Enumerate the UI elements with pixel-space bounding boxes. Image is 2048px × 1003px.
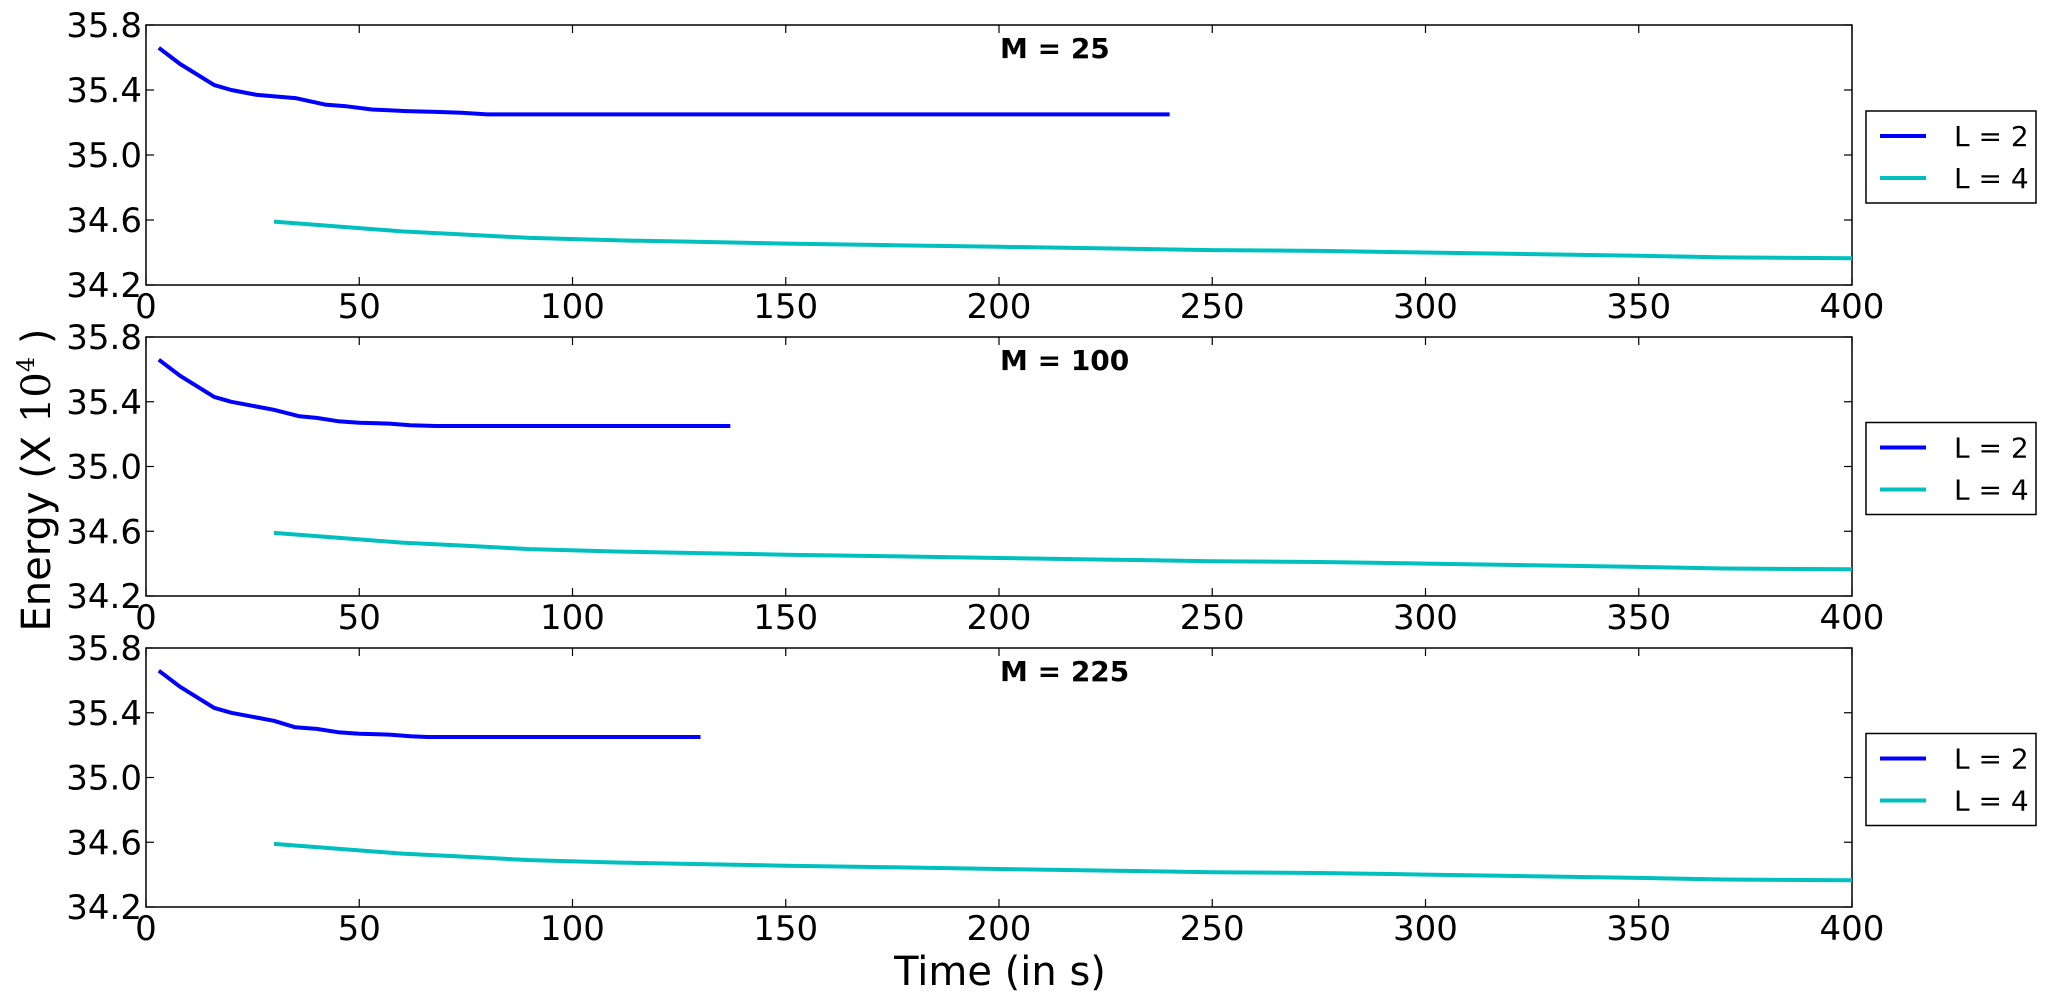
y-tick-label: 35.0: [66, 448, 142, 488]
chart-panel: 0 50 100 150 200 250 300 350 400 34.2 34.6 35.0 35.4…: [66, 318, 2037, 638]
x-tick-label: 0: [135, 909, 157, 949]
x-axis-title: Time (in s): [893, 949, 1106, 995]
y-tick-label: 34.6: [66, 512, 142, 552]
x-tick-label: 150: [753, 909, 818, 949]
y-tick-label: 34.2: [66, 577, 142, 617]
x-tick-label: 50: [338, 287, 381, 327]
x-tick-label: 100: [540, 287, 605, 327]
series-line: [157, 358, 731, 428]
y-tick-label: 35.0: [66, 136, 142, 176]
legend-label: L = 2: [1954, 432, 2029, 465]
x-tick-label: 200: [967, 287, 1032, 327]
series-line: [273, 219, 1853, 261]
y-tick-label: 34.6: [66, 201, 142, 241]
y-tick-label: 35.8: [66, 629, 142, 669]
x-tick-label: 150: [753, 598, 818, 638]
panel-title: M = 100: [1000, 344, 1129, 377]
y-tick-label: 35.0: [66, 759, 142, 799]
series-line: [273, 841, 1853, 883]
y-tick-label: 35.4: [66, 383, 142, 423]
x-tick-label: 100: [540, 598, 605, 638]
x-tick-label: 350: [1606, 287, 1671, 327]
y-axis-title-exponent: 4: [12, 357, 40, 372]
legend-label: L = 4: [1954, 162, 2029, 195]
chart-panel: 0 50 100 150 200 250 300 350 400 34.2 34.6 35.0 35.4…: [66, 6, 2037, 327]
x-tick-label: 300: [1393, 909, 1458, 949]
y-tick-label: 34.2: [66, 888, 142, 928]
x-tick-label: 400: [1820, 909, 1885, 949]
legend-box: [1865, 110, 2037, 204]
series-line: [157, 669, 701, 739]
panel-title: M = 25: [1000, 32, 1110, 65]
x-tick-label: 400: [1820, 287, 1885, 327]
x-tick-label: 250: [1180, 909, 1245, 949]
x-tick-label: 300: [1393, 598, 1458, 638]
x-tick-label: 50: [338, 909, 381, 949]
legend-box: [1865, 732, 2037, 827]
x-tick-label: 50: [338, 598, 381, 638]
x-tick-label: 250: [1180, 598, 1245, 638]
x-tick-label: 100: [540, 909, 605, 949]
x-tick-label: 350: [1606, 598, 1671, 638]
y-tick-label: 35.4: [66, 694, 142, 734]
chart-panel: 0 50 100 150 200 250 300 350 400 34.2 34.6 35.0 35.4…: [66, 629, 2037, 949]
x-tick-label: 150: [753, 287, 818, 327]
y-axis-title-prefix: Energy (X: [14, 423, 60, 631]
legend-label: L = 2: [1954, 120, 2029, 153]
legend-label: L = 4: [1954, 474, 2029, 507]
legend: L = 2 L = 4: [1865, 732, 2037, 827]
legend-label: L = 4: [1954, 785, 2029, 818]
y-tick-label: 35.8: [66, 318, 142, 358]
x-tick-label: 200: [967, 909, 1032, 949]
y-tick-label: 34.2: [66, 266, 142, 306]
y-axis-title-suffix: ): [14, 329, 60, 357]
legend-box: [1865, 421, 2037, 516]
panels-layer: 0 50 100 150 200 250 300 350 400 34.2 34.6 35.0 35.4…: [66, 6, 2037, 949]
y-tick-label: 34.6: [66, 823, 142, 863]
y-axis-title-base: 10: [14, 372, 60, 423]
x-tick-label: 350: [1606, 909, 1671, 949]
series-line: [157, 46, 1170, 117]
x-tick-label: 200: [967, 598, 1032, 638]
y-axis-title: Energy (X 104 ): [12, 329, 60, 632]
series-line: [273, 530, 1853, 572]
legend: L = 2 L = 4: [1865, 110, 2037, 204]
panel-title: M = 225: [1000, 655, 1129, 688]
legend-label: L = 2: [1954, 743, 2029, 776]
x-tick-label: 250: [1180, 287, 1245, 327]
y-tick-label: 35.4: [66, 71, 142, 111]
legend: L = 2 L = 4: [1865, 421, 2037, 516]
y-tick-label: 35.8: [66, 6, 142, 46]
x-tick-label: 0: [135, 598, 157, 638]
x-tick-label: 0: [135, 287, 157, 327]
x-tick-label: 400: [1820, 598, 1885, 638]
x-tick-label: 300: [1393, 287, 1458, 327]
